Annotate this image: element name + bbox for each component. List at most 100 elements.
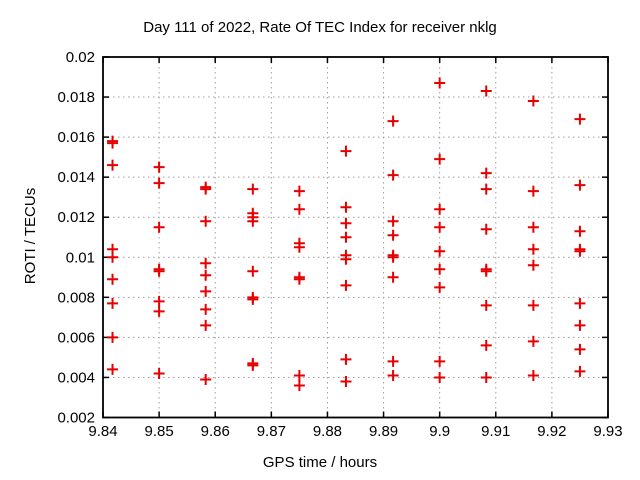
y-tick-label: 0.02 [66, 49, 95, 66]
data-point-marker [247, 359, 259, 371]
data-point-marker [480, 223, 492, 235]
data-point-marker [293, 241, 305, 253]
data-point-marker [387, 355, 399, 367]
data-point-marker [340, 201, 352, 213]
data-point-marker [527, 95, 539, 107]
y-tick-label: 0.002 [57, 410, 95, 427]
plot-border [102, 56, 609, 419]
data-point-marker [247, 265, 259, 277]
data-point-marker [480, 265, 492, 277]
data-point-marker [200, 215, 212, 227]
data-point-marker [153, 295, 165, 307]
data-point-marker [340, 253, 352, 265]
y-axis-label: ROTI / TECUs [22, 187, 39, 285]
data-point-marker [574, 179, 586, 191]
data-point-marker [434, 263, 446, 275]
x-tick-label: 9.88 [313, 423, 342, 440]
y-tick-label: 0.008 [57, 289, 95, 306]
data-point-marker [574, 113, 586, 125]
data-point-marker [200, 269, 212, 281]
data-point-marker [527, 335, 539, 347]
data-point-marker [293, 379, 305, 391]
data-point-marker [107, 331, 119, 343]
data-point-marker [480, 183, 492, 195]
x-tick-label: 9.86 [201, 423, 230, 440]
data-point-marker [574, 225, 586, 237]
data-point-marker [153, 177, 165, 189]
data-point-marker [527, 369, 539, 381]
data-point-marker [200, 257, 212, 269]
x-tick-label: 9.92 [537, 423, 566, 440]
x-tick-label: 9.9 [429, 423, 450, 440]
y-tick-label: 0.016 [57, 129, 95, 146]
data-point-marker [574, 319, 586, 331]
data-point-marker [107, 159, 119, 171]
data-point-marker [200, 183, 212, 195]
data-point-marker [434, 77, 446, 89]
data-point-marker [574, 343, 586, 355]
data-point-marker [293, 369, 305, 381]
data-point-marker [434, 221, 446, 233]
data-point-marker [574, 245, 586, 257]
x-axis-label: GPS time / hours [262, 454, 378, 471]
data-point-marker [340, 145, 352, 157]
chart-title: Day 111 of 2022, Rate Of TEC Index for r… [143, 19, 497, 36]
data-point-marker [247, 215, 259, 227]
data-point-marker [480, 299, 492, 311]
data-point-marker [527, 243, 539, 255]
data-point-marker [387, 215, 399, 227]
y-tick-label: 0.018 [57, 89, 95, 106]
data-point-marker [387, 169, 399, 181]
data-point-marker [434, 371, 446, 383]
data-point-marker [527, 221, 539, 233]
data-point-marker [153, 265, 165, 277]
data-point-marker [340, 375, 352, 387]
x-tick-label: 9.89 [369, 423, 398, 440]
data-point-marker [153, 161, 165, 173]
data-point-marker [574, 297, 586, 309]
data-point-marker [574, 365, 586, 377]
data-point-marker [293, 273, 305, 285]
data-point-marker [480, 167, 492, 179]
data-point-marker [434, 245, 446, 257]
data-point-marker [387, 115, 399, 127]
data-point-marker [527, 185, 539, 197]
data-point-marker [387, 251, 399, 263]
data-point-marker [107, 251, 119, 263]
data-point-marker [293, 203, 305, 215]
data-point-marker [434, 203, 446, 215]
data-point-marker [387, 369, 399, 381]
data-point-marker [527, 299, 539, 311]
data-point-marker [107, 137, 119, 149]
data-point-marker [107, 363, 119, 375]
data-point-marker [153, 305, 165, 317]
y-tick-label: 0.014 [57, 169, 95, 186]
data-point-marker [434, 355, 446, 367]
data-point-marker [247, 293, 259, 305]
x-tick-label: 9.85 [145, 423, 174, 440]
data-point-marker [340, 231, 352, 243]
data-point-marker [434, 153, 446, 165]
data-point-marker [434, 281, 446, 293]
data-point-marker [387, 271, 399, 283]
x-tick-label: 9.91 [481, 423, 510, 440]
y-tick-label: 0.012 [57, 209, 95, 226]
x-tick-label: 9.87 [257, 423, 286, 440]
y-tick-label: 0.006 [57, 329, 95, 346]
y-tick-label: 0.01 [66, 249, 95, 266]
data-point-marker [480, 339, 492, 351]
y-tick-label: 0.004 [57, 369, 95, 386]
data-point-marker [293, 185, 305, 197]
data-point-marker [387, 229, 399, 241]
data-point-marker [153, 367, 165, 379]
data-point-marker [200, 373, 212, 385]
data-point-marker [200, 303, 212, 315]
data-point-marker [153, 221, 165, 233]
data-point-marker [480, 371, 492, 383]
data-point-marker [200, 319, 212, 331]
data-point-marker [527, 259, 539, 271]
data-point-marker [340, 279, 352, 291]
data-point-marker [340, 353, 352, 365]
data-point-marker [247, 183, 259, 195]
